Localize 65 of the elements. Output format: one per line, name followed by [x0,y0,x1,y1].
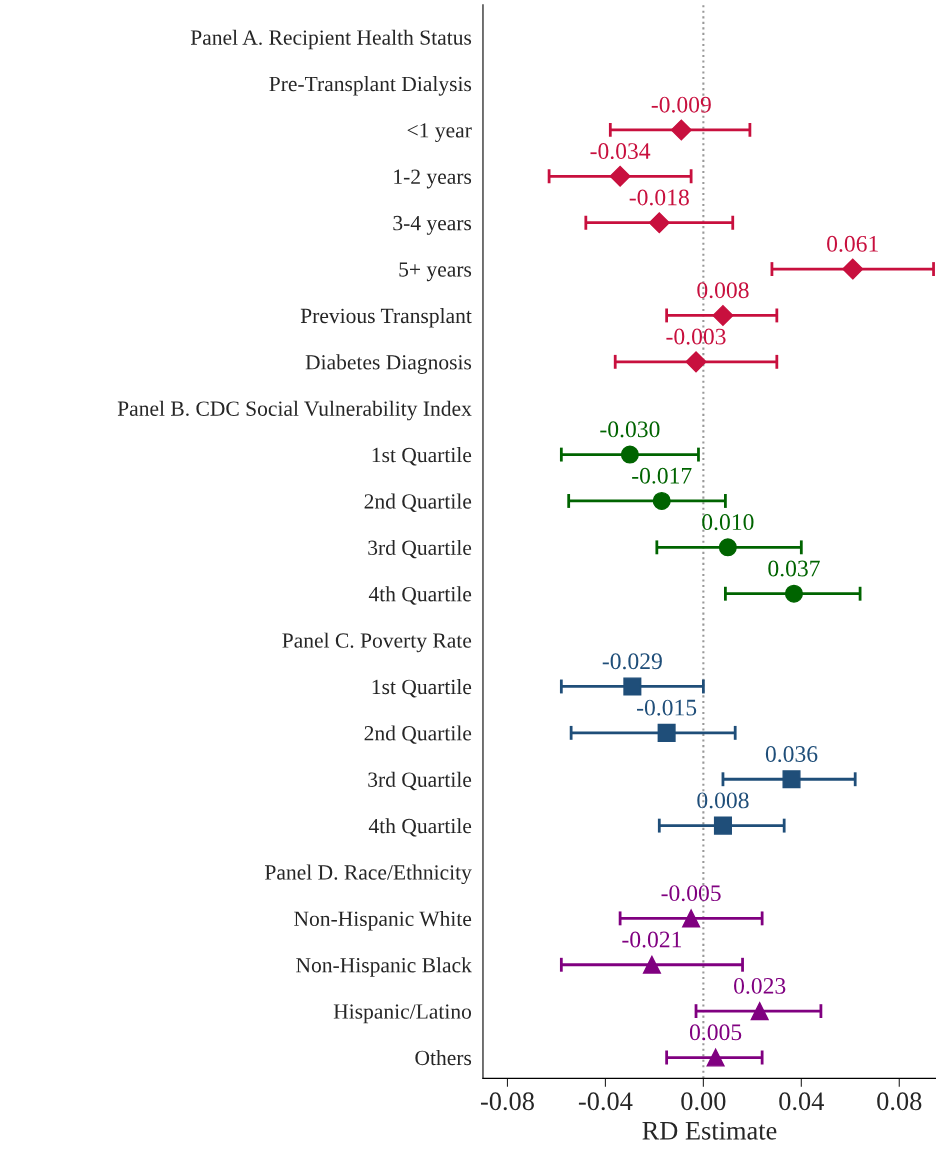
x-axis-title: RD Estimate [642,1121,777,1140]
y-tick-label: 2nd Quartile [364,493,472,512]
y-tick-label: 5+ years [399,262,472,282]
y-tick-label: 4th Quartile [368,586,472,605]
y-tick-label: Hispanic/Latino [333,1004,472,1024]
point [642,955,661,974]
x-tick-label: -0.08 [480,1092,534,1111]
y-tick-label: Others [415,1050,472,1066]
point [782,770,801,789]
y-tick-label: 1-2 years [394,169,472,189]
y-tick-label: 3rd Quartile [368,771,472,791]
data-label: 0.036 [765,746,818,763]
y-tick-label: Non-Hispanic Black [296,957,472,977]
y-tick-label: Panel A. Recipient Health Status [190,29,472,50]
point [609,165,631,187]
data-label: 0.023 [734,977,786,994]
y-tick-label: Panel B. CDC Social Vulnerability Index [117,400,472,421]
y-tick-label: Panel D. Race/Ethnicity [265,864,472,885]
y-tick-label: 2nd Quartile [364,725,472,744]
y-tick-label: Pre-Transplant Dialysis [269,76,472,96]
y-tick-label: 3-4 years [393,215,472,235]
point [623,677,642,696]
y-tick-label: 3rd Quartile [368,539,472,559]
data-label: 0.037 [768,560,820,577]
point [657,723,676,742]
x-tick-label: 0.00 [681,1092,726,1111]
point [670,119,692,141]
data-label: 0.008 [697,792,749,809]
point [712,304,734,326]
x-tick-label: -0.04 [578,1092,633,1111]
y-tick-label: Previous Transplant [300,307,472,328]
data-label: -0.005 [661,885,721,902]
y-tick-label: Diabetes Diagnosis [305,354,472,374]
y-tick-label: 1st Quartile [372,679,472,698]
point [713,816,732,835]
data-label: 0.010 [702,514,754,531]
point [685,351,707,373]
data-label: 0.005 [689,1024,742,1041]
point [706,1048,725,1067]
y-tick-label: Panel C. Poverty Rate [282,632,472,653]
point [648,212,670,234]
point [620,445,639,464]
point [652,491,671,510]
data-label: 0.061 [827,235,878,252]
data-label: -0.021 [622,931,682,948]
point [784,584,803,603]
y-tick-label: <1 year [407,123,472,143]
y-tick-label: 1st Quartile [372,447,472,466]
y-tick-label: Non-Hispanic White [294,910,472,931]
data-label: -0.034 [590,143,651,160]
data-label: 0.008 [697,282,749,299]
data-label: -0.018 [629,189,689,206]
y-tick-label: 4th Quartile [368,818,472,837]
point [842,258,864,280]
data-label: -0.029 [602,653,662,670]
data-label: -0.017 [632,467,692,484]
point [750,1002,769,1021]
data-label: -0.030 [600,421,660,438]
point [682,909,701,928]
x-tick-label: 0.08 [877,1092,922,1111]
data-label: -0.003 [666,328,726,345]
point [718,538,737,557]
x-tick-label: 0.04 [779,1092,824,1111]
data-label: -0.015 [637,699,697,716]
data-label: -0.009 [651,96,711,113]
